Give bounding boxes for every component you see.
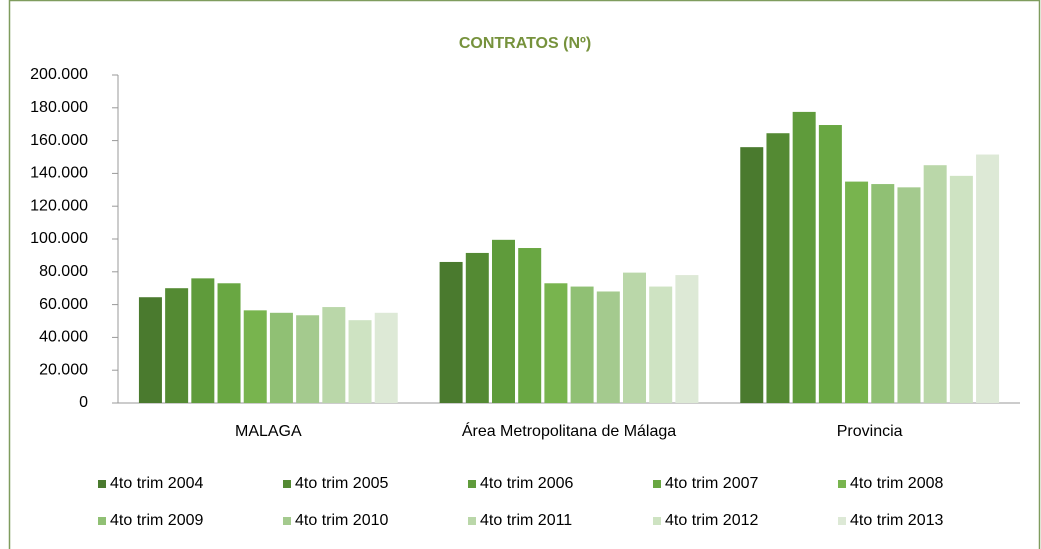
bar — [348, 320, 372, 403]
bar — [740, 147, 764, 403]
legend-swatch — [98, 480, 106, 488]
x-tick-label: Provincia — [837, 423, 903, 440]
legend-label: 4to trim 2009 — [110, 512, 203, 529]
bar — [165, 288, 189, 403]
legend-swatch — [468, 517, 476, 525]
bar — [949, 175, 973, 403]
frame — [8, 0, 1041, 549]
bar — [243, 310, 267, 403]
bar — [138, 297, 162, 403]
legend-label: 4to trim 2007 — [665, 475, 758, 492]
y-tick-label: 120.000 — [30, 197, 88, 214]
bar — [792, 111, 816, 404]
bar — [871, 184, 895, 403]
bar — [322, 307, 346, 403]
y-tick-label: 180.000 — [30, 99, 88, 116]
bar — [649, 286, 673, 403]
legend-label: 4to trim 2005 — [295, 475, 388, 492]
bar — [518, 248, 542, 403]
legend-label: 4to trim 2011 — [480, 512, 572, 529]
y-tick-label: 40.000 — [39, 329, 88, 346]
bar — [374, 312, 398, 403]
legend-swatch — [838, 480, 846, 488]
legend-swatch — [283, 480, 291, 488]
bar — [217, 283, 241, 403]
y-tick-label: 0 — [79, 394, 88, 411]
y-tick-label: 80.000 — [39, 263, 88, 280]
y-tick-label: 20.000 — [39, 361, 88, 378]
legend-swatch — [98, 517, 106, 525]
bar — [465, 252, 489, 403]
bar — [766, 133, 790, 403]
legend-label: 4to trim 2013 — [850, 512, 943, 529]
bar — [623, 272, 646, 403]
y-tick-label: 140.000 — [30, 165, 88, 182]
bar — [570, 286, 594, 403]
y-tick-label: 100.000 — [30, 230, 88, 247]
legend-label: 4to trim 2004 — [110, 475, 203, 492]
y-tick-label: 160.000 — [30, 132, 88, 149]
bar — [818, 125, 842, 404]
bar — [296, 315, 320, 403]
bar — [269, 312, 293, 403]
legend-label: 4to trim 2010 — [295, 512, 388, 529]
y-tick-label: 200.000 — [30, 66, 88, 83]
legend-label: 4to trim 2008 — [850, 475, 943, 492]
legend-label: 4to trim 2006 — [480, 475, 573, 492]
bar — [191, 278, 215, 403]
legend-label: 4to trim 2012 — [665, 512, 758, 529]
bar — [492, 239, 515, 403]
bar — [544, 283, 568, 403]
bar — [976, 154, 1000, 403]
x-tick-label: MALAGA — [235, 423, 302, 440]
legend-swatch — [468, 480, 476, 488]
bar — [439, 261, 463, 403]
legend-swatch — [283, 517, 291, 525]
bar — [675, 275, 699, 403]
bar — [596, 291, 620, 403]
x-tick-label: Área Metropolitana de Málaga — [462, 421, 676, 440]
legend-swatch — [653, 480, 661, 488]
bar — [845, 181, 869, 403]
bar — [923, 165, 947, 403]
bar — [897, 187, 921, 403]
legend-swatch — [653, 517, 661, 525]
legend-swatch — [838, 517, 846, 525]
chart-title: CONTRATOS (Nº) — [459, 35, 591, 52]
y-tick-label: 60.000 — [39, 296, 88, 313]
